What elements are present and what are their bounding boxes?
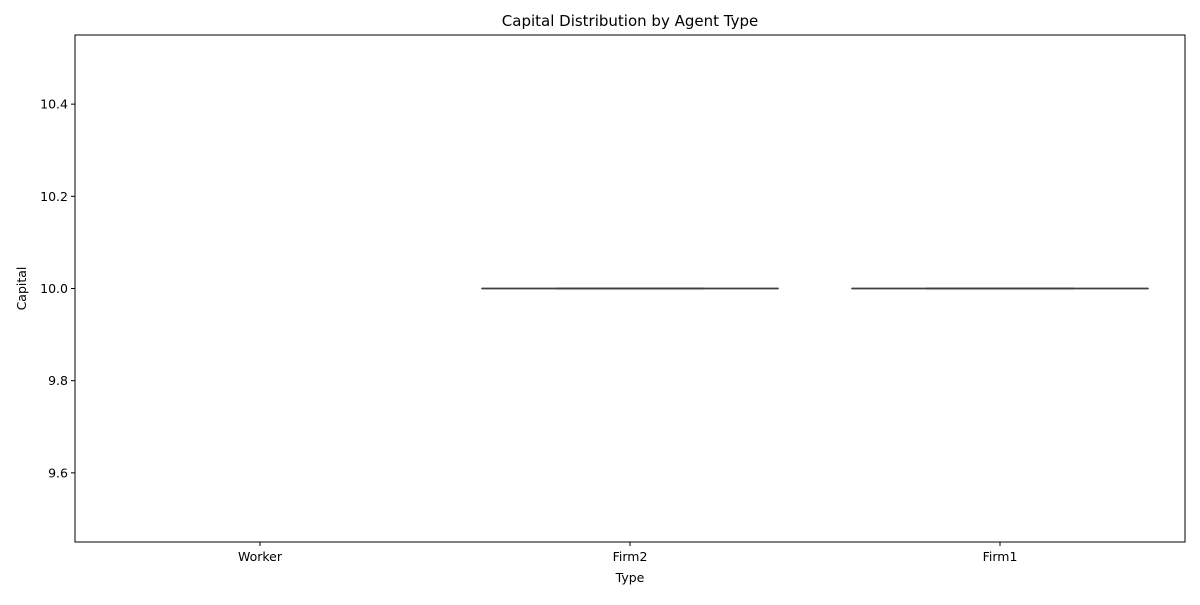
x-axis-ticks: Worker Firm2 Firm1 xyxy=(238,542,1017,564)
y-axis-ticks: 9.6 9.8 10.0 10.2 10.4 xyxy=(40,97,75,481)
y-tick-label: 9.6 xyxy=(48,465,68,480)
y-tick-label: 10.4 xyxy=(40,97,68,112)
x-axis-label: Type xyxy=(615,570,645,585)
y-tick-label: 9.8 xyxy=(48,373,68,388)
y-axis-label: Capital xyxy=(14,267,29,311)
y-tick-label: 10.2 xyxy=(40,189,68,204)
chart-title: Capital Distribution by Agent Type xyxy=(502,12,758,30)
plot-area: 9.6 9.8 10.0 10.2 10.4 Worker Firm2 Firm1 xyxy=(40,35,1185,564)
y-tick-label: 10.0 xyxy=(40,281,68,296)
x-tick-label-firm2: Firm2 xyxy=(613,549,648,564)
x-tick-label-firm1: Firm1 xyxy=(983,549,1018,564)
x-tick-label-worker: Worker xyxy=(238,549,283,564)
